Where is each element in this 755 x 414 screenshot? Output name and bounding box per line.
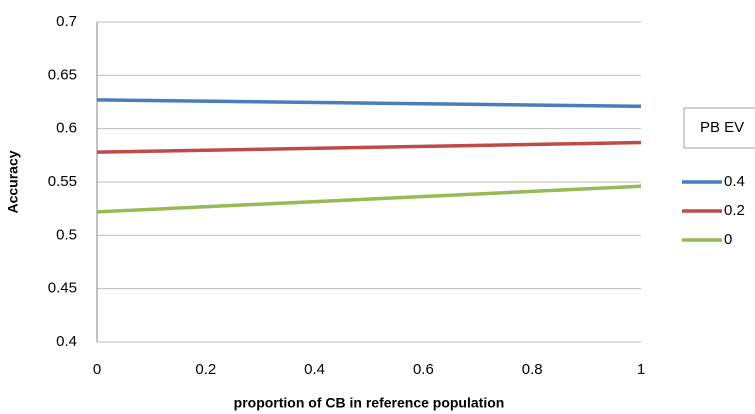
legend-label: 0.4 bbox=[724, 173, 745, 190]
y-tick-label: 0.55 bbox=[48, 173, 77, 190]
y-tick-label: 0.65 bbox=[48, 66, 77, 83]
x-tick-label: 0.6 bbox=[413, 361, 434, 378]
x-tick-label: 0 bbox=[93, 361, 101, 378]
legend-title-box bbox=[683, 107, 755, 149]
legend-label: 0 bbox=[724, 231, 732, 248]
series-line bbox=[96, 98, 642, 109]
y-tick-label: 0.7 bbox=[56, 13, 77, 30]
legend-label: 0.2 bbox=[724, 202, 745, 219]
x-tick-label: 0.4 bbox=[304, 361, 325, 378]
legend-title: PB EV bbox=[700, 119, 744, 136]
x-tick-label: 1 bbox=[637, 361, 645, 378]
series-line bbox=[96, 184, 642, 214]
x-tick-label: 0.8 bbox=[522, 361, 543, 378]
y-tick-label: 0.4 bbox=[56, 333, 77, 350]
x-tick-label: 0.2 bbox=[195, 361, 216, 378]
y-tick-label: 0.6 bbox=[56, 120, 77, 137]
y-axis-title: Accuracy bbox=[5, 150, 21, 213]
y-tick-label: 0.5 bbox=[56, 226, 77, 243]
y-tick-label: 0.45 bbox=[48, 280, 77, 297]
x-axis-title: proportion of CB in reference population bbox=[234, 395, 505, 411]
series-line bbox=[96, 140, 642, 154]
